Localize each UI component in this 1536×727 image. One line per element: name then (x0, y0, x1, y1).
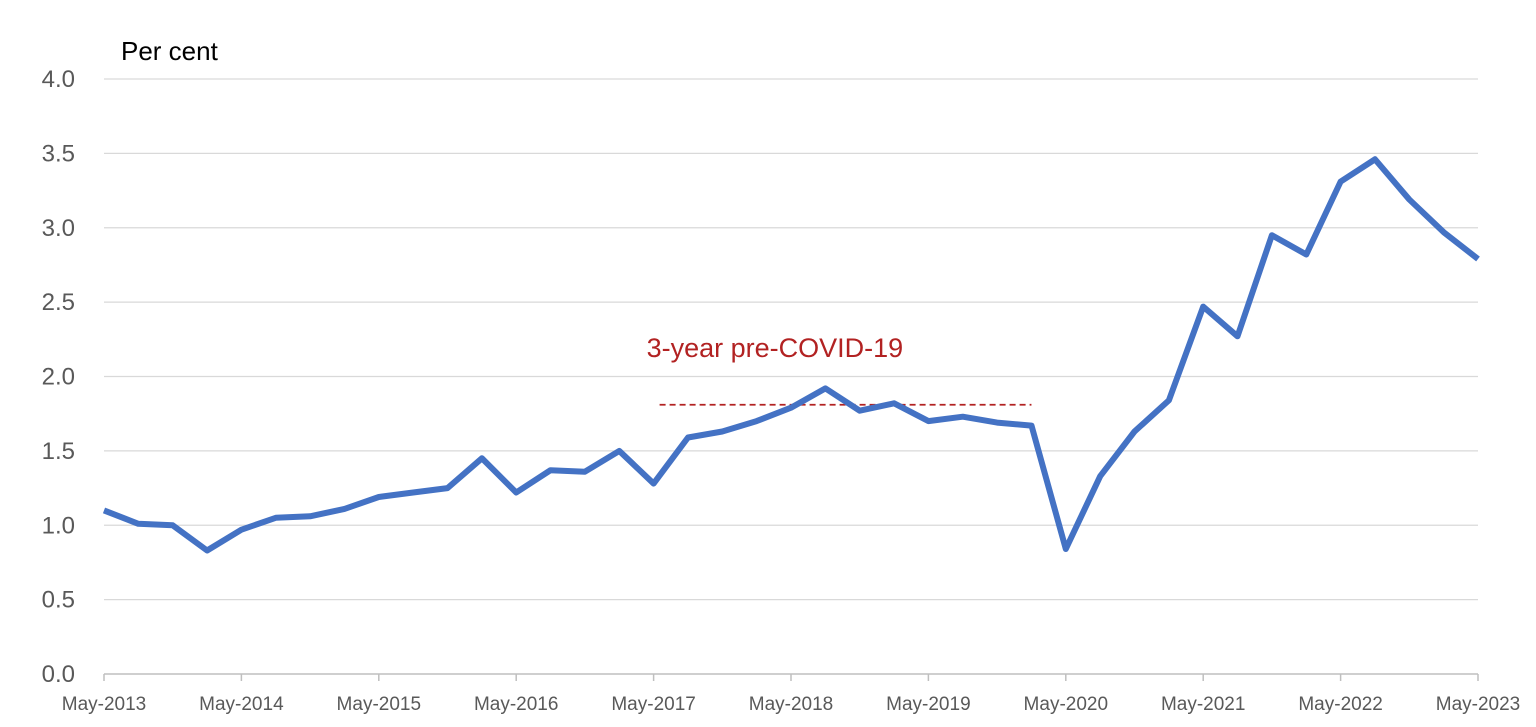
data-point (307, 513, 313, 519)
data-point (582, 469, 588, 475)
data-point (1235, 333, 1241, 339)
y-tick-label: 1.0 (42, 512, 75, 539)
data-point (1166, 397, 1172, 403)
x-tick-label: May-2020 (1024, 694, 1109, 715)
data-point (1132, 429, 1138, 435)
data-point (1063, 546, 1069, 552)
data-point (925, 418, 931, 424)
x-tick-label: May-2017 (611, 694, 696, 715)
data-point (822, 385, 828, 391)
pre-covid-annotation-label: 3-year pre-COVID-19 (647, 333, 904, 363)
data-point (170, 522, 176, 528)
y-axis-ticks: 0.0 0.5 1.0 1.5 2.0 2.5 3.0 3.5 4.0 (42, 66, 75, 688)
y-tick-label: 2.0 (42, 364, 75, 391)
data-point (719, 429, 725, 435)
data-point (548, 467, 554, 473)
x-axis-ticks: May-2013 May-2014 May-2015 May-2016 May-2017… (62, 674, 1521, 715)
x-tick-label: May-2021 (1161, 694, 1246, 715)
data-point (1372, 156, 1378, 162)
x-tick-label: May-2016 (474, 694, 559, 715)
data-point (685, 434, 691, 440)
x-tick-label: May-2014 (199, 694, 284, 715)
x-tick-label: May-2023 (1436, 694, 1521, 715)
data-point (410, 490, 416, 496)
data-point (788, 405, 794, 411)
data-point (1475, 256, 1481, 262)
y-axis-label: Per cent (121, 36, 219, 66)
data-point (1406, 196, 1412, 202)
data-point (479, 455, 485, 461)
data-point (238, 527, 244, 533)
data-point (135, 521, 141, 527)
data-point (651, 481, 657, 487)
data-point (445, 485, 451, 491)
y-tick-label: 3.5 (42, 140, 75, 167)
x-tick-label: May-2022 (1298, 694, 1383, 715)
data-point (513, 490, 519, 496)
data-point (1028, 423, 1034, 429)
y-tick-label: 2.5 (42, 289, 75, 316)
y-tick-label: 3.0 (42, 215, 75, 242)
y-tick-label: 0.0 (42, 661, 75, 688)
y-tick-label: 0.5 (42, 587, 75, 614)
data-point (273, 515, 279, 521)
x-tick-label: May-2018 (749, 694, 834, 715)
data-point (1269, 232, 1275, 238)
data-point (857, 408, 863, 414)
data-point (960, 414, 966, 420)
data-point (994, 420, 1000, 426)
y-tick-label: 1.5 (42, 438, 75, 465)
series-group (102, 156, 1480, 554)
data-point (204, 548, 210, 554)
data-point (616, 448, 622, 454)
data-point (891, 400, 897, 406)
x-tick-label: May-2013 (62, 694, 147, 715)
data-point (1303, 252, 1309, 258)
data-point (341, 506, 347, 512)
gridlines (104, 78, 1478, 601)
data-point (1441, 229, 1447, 235)
y-tick-label: 4.0 (42, 66, 75, 93)
data-point (754, 418, 760, 424)
data-point (1097, 473, 1103, 479)
x-tick-label: May-2015 (337, 694, 422, 715)
series-line (102, 156, 1480, 554)
data-point (1200, 304, 1206, 310)
data-point (101, 507, 107, 513)
data-point (1338, 179, 1344, 185)
data-point (376, 494, 382, 500)
x-tick-label: May-2019 (886, 694, 971, 715)
